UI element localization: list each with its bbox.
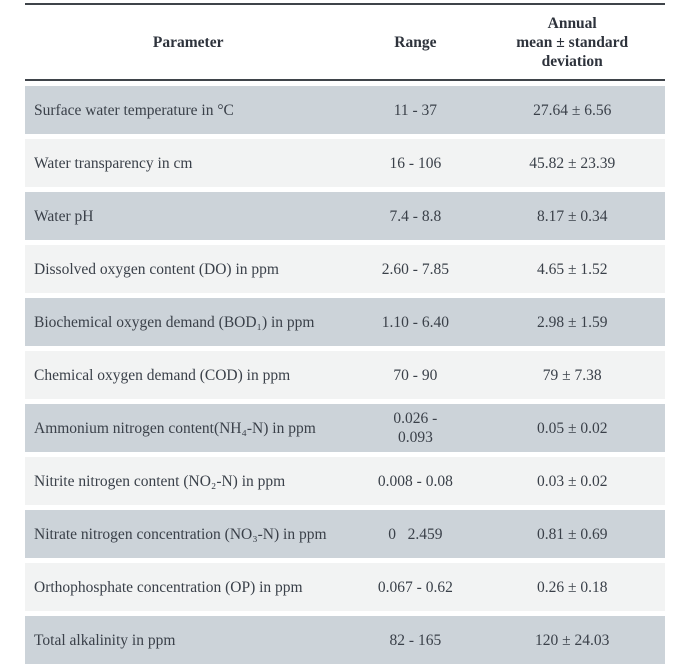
mean-cell: 4.65 ± 1.52 [479,245,665,293]
water-quality-parameters-table: Parameter Range Annual mean ± standard d… [25,3,665,669]
mean-cell: 45.82 ± 23.39 [479,139,665,187]
range-cell: 70 - 90 [351,351,480,399]
parameter-cell: Water pH [25,192,352,240]
range-cell: 0.026 - 0.093 [351,404,480,452]
mean-cell: 0.05 ± 0.02 [479,404,665,452]
parameter-cell: Surface water temperature in °C [25,86,352,134]
range-cell: 2.60 - 7.85 [351,245,480,293]
parameter-cell: Ammonium nitrogen content(NH₄-N) in ppm [25,404,352,452]
mean-cell: 27.64 ± 6.56 [479,86,665,134]
table-row: Nitrite nitrogen content (NO₂-N) in ppm … [25,457,665,505]
range-cell: 16 - 106 [351,139,480,187]
column-header-parameter: Parameter [25,10,352,81]
range-cell: 11 - 37 [351,86,480,134]
parameter-cell: Nitrate nitrogen concentration (NO₃-N) i… [25,510,352,558]
parameter-cell: Water transparency in cm [25,139,352,187]
parameter-cell: Chemical oxygen demand (COD) in ppm [25,351,352,399]
range-cell: 0.008 - 0.08 [351,457,480,505]
mean-cell: 79 ± 7.38 [479,351,665,399]
table-row: Total alkalinity in ppm 82 - 165 120 ± 2… [25,616,665,664]
range-cell: 1.10 - 6.40 [351,298,480,346]
header-row: Parameter Range Annual mean ± standard d… [25,10,665,81]
table-row: Ammonium nitrogen content(NH₄-N) in ppm … [25,404,665,452]
mean-cell: 2.98 ± 1.59 [479,298,665,346]
table-header: Parameter Range Annual mean ± standard d… [25,10,665,81]
table-row: Nitrate nitrogen concentration (NO₃-N) i… [25,510,665,558]
parameter-cell: Total alkalinity in ppm [25,616,352,664]
table-row: Water transparency in cm 16 - 106 45.82 … [25,139,665,187]
column-header-annual-mean: Annual mean ± standard deviation [479,10,665,81]
table-row: Water pH 7.4 - 8.8 8.17 ± 0.34 [25,192,665,240]
range-cell: 0.067 - 0.62 [351,563,480,611]
column-header-range: Range [351,10,480,81]
table-row: Chemical oxygen demand (COD) in ppm 70 -… [25,351,665,399]
range-cell: 0 2.459 [351,510,480,558]
mean-cell: 0.81 ± 0.69 [479,510,665,558]
table-row: Dissolved oxygen content (DO) in ppm 2.6… [25,245,665,293]
parameters-table-container: Parameter Range Annual mean ± standard d… [25,3,665,669]
parameter-cell: Orthophosphate concentration (OP) in ppm [25,563,352,611]
parameter-cell: Dissolved oxygen content (DO) in ppm [25,245,352,293]
mean-cell: 0.26 ± 0.18 [479,563,665,611]
range-cell: 7.4 - 8.8 [351,192,480,240]
parameter-cell: Nitrite nitrogen content (NO₂-N) in ppm [25,457,352,505]
table-body: Surface water temperature in °C 11 - 37 … [25,86,665,669]
mean-cell: 120 ± 24.03 [479,616,665,664]
parameter-cell: Biochemical oxygen demand (BOD₁) in ppm [25,298,352,346]
mean-cell: 8.17 ± 0.34 [479,192,665,240]
table-row: Surface water temperature in °C 11 - 37 … [25,86,665,134]
table-row: Biochemical oxygen demand (BOD₁) in ppm … [25,298,665,346]
table-row: Orthophosphate concentration (OP) in ppm… [25,563,665,611]
range-cell: 82 - 165 [351,616,480,664]
mean-cell: 0.03 ± 0.02 [479,457,665,505]
